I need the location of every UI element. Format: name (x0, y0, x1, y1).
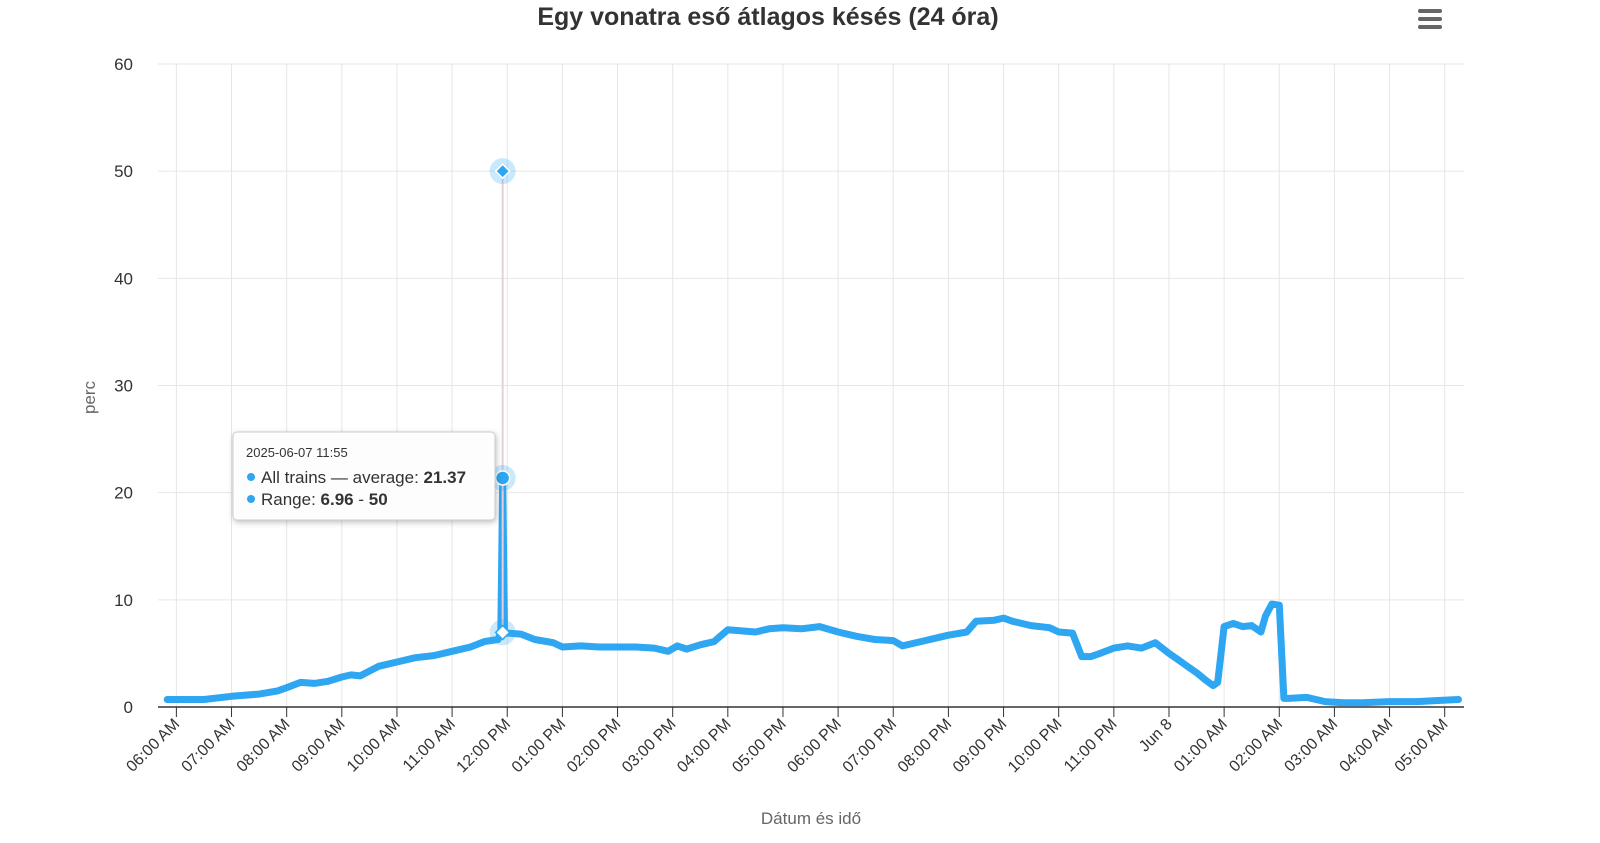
x-tick-label: 06:00 AM (123, 716, 183, 776)
x-tick-label: 06:00 PM (784, 716, 844, 776)
x-tick-label: 08:00 AM (234, 716, 294, 776)
x-tick-label: 03:00 AM (1281, 716, 1341, 776)
tooltip-average-label: All trains — average: (261, 468, 424, 487)
y-tick-label: 20 (114, 484, 133, 503)
series-line (163, 474, 1462, 707)
y-tick-label: 40 (114, 269, 133, 288)
x-tick-label: Jun 8 (1136, 716, 1176, 756)
tooltip: 2025-06-07 11:55 All trains — average: 2… (232, 431, 496, 521)
x-tick-label: 11:00 AM (400, 716, 459, 775)
x-tick-label: 10:00 PM (1005, 716, 1065, 776)
x-tick-label: 04:00 PM (674, 716, 734, 776)
x-tick-label: 07:00 PM (840, 716, 900, 776)
tooltip-range-label: Range: (261, 490, 321, 509)
y-tick-label: 60 (114, 55, 133, 74)
y-tick-label: 0 (124, 698, 133, 717)
y-tick-label: 10 (114, 591, 133, 610)
x-tick-label: 02:00 PM (564, 716, 624, 776)
hamburger-menu-icon (1418, 9, 1442, 29)
tooltip-range-low: 6.96 (321, 490, 354, 509)
tooltip-range-separator: - (354, 490, 369, 509)
x-tick-label: 11:00 PM (1061, 716, 1121, 776)
x-tick-label: 07:00 AM (179, 716, 239, 776)
tooltip-range-line: Range: 6.96 - 50 (261, 490, 388, 509)
tooltip-range-marker (247, 495, 255, 503)
tooltip-date: 2025-06-07 11:55 (246, 445, 348, 460)
chart-title: Egy vonatra eső átlagos késés (24 óra) (537, 3, 998, 31)
series-layer (163, 474, 1462, 707)
x-axis-title: Dátum és idő (761, 809, 861, 828)
tooltip-box (232, 431, 496, 521)
x-tick-label: 04:00 AM (1337, 716, 1397, 776)
y-tick-label: 30 (114, 377, 133, 396)
x-tick-label: 12:00 PM (454, 716, 514, 776)
x-tick-label: 09:00 PM (950, 716, 1010, 776)
hover-highlight (489, 158, 516, 646)
x-tick-label: 03:00 PM (619, 716, 679, 776)
y-axis-title: perc (80, 380, 99, 414)
x-tick-label: 01:00 PM (509, 716, 569, 776)
x-tick-label: 08:00 PM (895, 716, 955, 776)
range-low-marker (494, 624, 511, 641)
y-tick-label: 50 (114, 162, 133, 181)
tooltip-range-high: 50 (369, 490, 388, 509)
x-tick-label: 09:00 AM (289, 716, 349, 776)
y-axis-ticks: 0 10 20 30 40 50 60 (114, 55, 133, 717)
tooltip-average-value: 21.37 (424, 468, 467, 487)
tooltip-average-line: All trains — average: 21.37 (261, 468, 466, 487)
x-tick-label: 05:00 PM (729, 716, 789, 776)
chart-menu-button[interactable] (1416, 6, 1446, 32)
x-tick-label: 02:00 AM (1226, 716, 1286, 776)
tooltip-average-marker (247, 473, 255, 481)
average-marker (494, 470, 511, 486)
x-tick-label: 05:00 AM (1392, 716, 1452, 776)
x-tick-label: 01:00 AM (1171, 716, 1231, 776)
x-tick-label: 10:00 AM (344, 716, 404, 776)
range-high-marker (494, 163, 511, 180)
